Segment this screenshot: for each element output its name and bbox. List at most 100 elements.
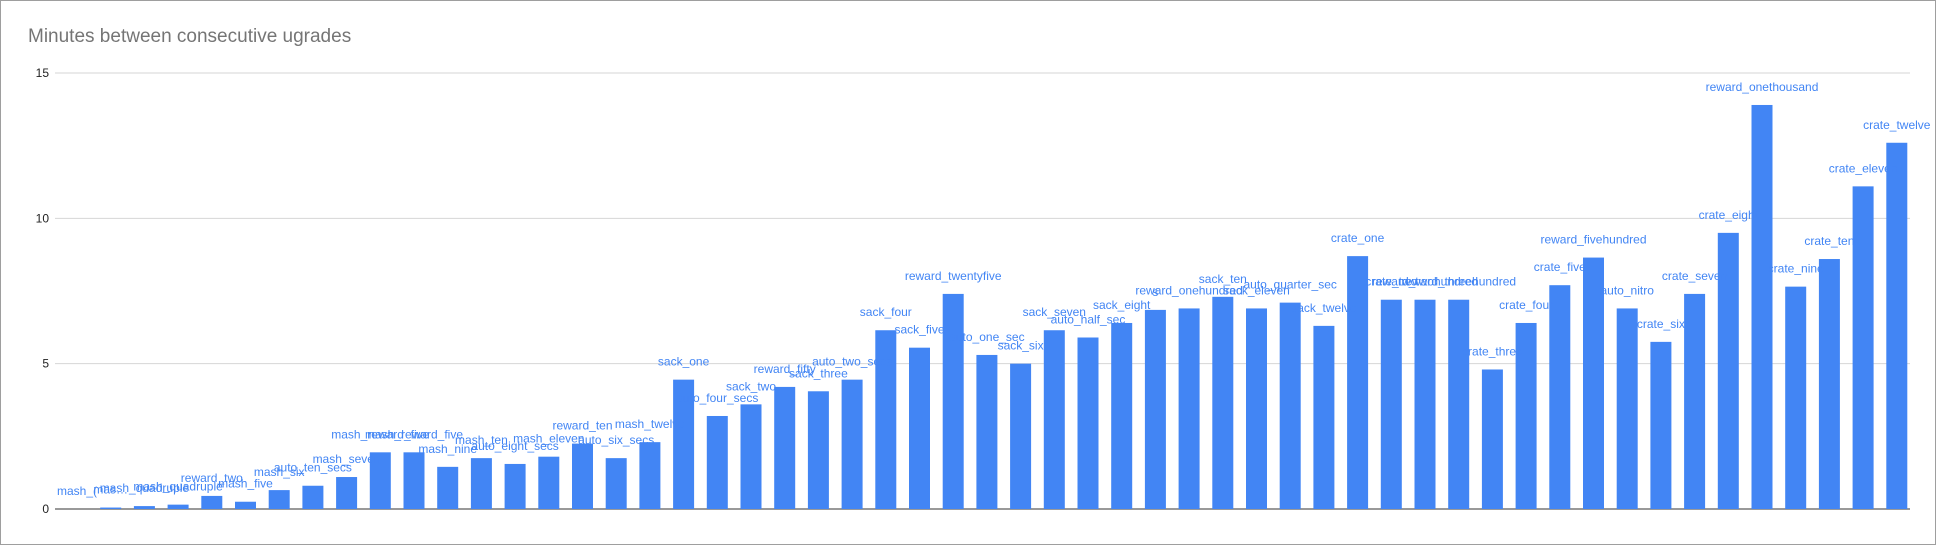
bar bbox=[909, 347, 930, 509]
bar bbox=[1178, 308, 1200, 509]
bar bbox=[976, 354, 998, 509]
data-label: mash_ten bbox=[455, 433, 508, 447]
data-label: sack_six bbox=[998, 339, 1044, 353]
data-label: mash_nine bbox=[418, 442, 477, 456]
bar bbox=[1043, 330, 1065, 509]
data-label: sack_two bbox=[726, 379, 776, 393]
bar bbox=[706, 415, 728, 509]
bar bbox=[1212, 296, 1234, 509]
data-label: mash_eleven bbox=[513, 432, 584, 446]
data-label: mash_reward_five bbox=[365, 427, 463, 441]
data-label: sack_twelve bbox=[1291, 301, 1357, 315]
bar bbox=[470, 458, 492, 509]
data-label: reward_two bbox=[181, 471, 243, 485]
data-label: auto_one_sec bbox=[949, 330, 1024, 344]
chart-title: Minutes between consecutive ugrades bbox=[28, 26, 352, 47]
bar bbox=[1481, 369, 1503, 509]
data-label: crate_two bbox=[1365, 275, 1417, 289]
bar bbox=[605, 458, 627, 509]
data-label: crate_eight bbox=[1699, 208, 1759, 222]
bar bbox=[1583, 257, 1604, 509]
data-label: sack_four bbox=[860, 305, 912, 319]
data-label: reward_twentyfive bbox=[905, 269, 1002, 283]
bar bbox=[201, 495, 223, 509]
data-label: auto_two_secs bbox=[812, 355, 892, 369]
bar bbox=[875, 330, 897, 509]
y-tick-label: 10 bbox=[36, 211, 50, 225]
bar bbox=[538, 456, 560, 509]
data-label: auto_four_secs bbox=[676, 391, 758, 405]
data-label: crate_three bbox=[1462, 344, 1523, 358]
data-label: sack_eight bbox=[1093, 298, 1151, 312]
data-label: crate_four bbox=[1499, 298, 1553, 312]
data-label: reward_ten bbox=[552, 419, 612, 433]
bar bbox=[1751, 104, 1773, 510]
bar bbox=[774, 386, 796, 509]
bar bbox=[1717, 232, 1739, 509]
data-label: auto_nitro bbox=[1601, 283, 1655, 297]
bar bbox=[1144, 309, 1166, 509]
bar bbox=[504, 463, 526, 509]
bar bbox=[268, 490, 290, 509]
data-label: sack_eleven bbox=[1223, 283, 1290, 297]
bar bbox=[1279, 302, 1301, 509]
bar bbox=[235, 501, 256, 509]
bar bbox=[403, 452, 425, 509]
bar bbox=[942, 293, 964, 509]
bar bbox=[1077, 337, 1099, 509]
data-label: reward_twohundred bbox=[1372, 275, 1478, 289]
bar bbox=[369, 452, 391, 509]
data-label: sack_seven bbox=[1023, 305, 1086, 319]
data-label: sack_five bbox=[894, 323, 944, 337]
bar bbox=[1818, 259, 1840, 509]
bar bbox=[302, 485, 324, 509]
y-tick-label: 5 bbox=[42, 357, 49, 371]
data-label: mash_twelve bbox=[615, 417, 685, 431]
data-label: reward_onehundred bbox=[1135, 283, 1242, 297]
bar bbox=[841, 379, 863, 509]
bar bbox=[1380, 299, 1402, 509]
bar bbox=[807, 391, 829, 509]
data-label: auto_ten_secs bbox=[274, 461, 352, 475]
bar bbox=[167, 504, 189, 509]
bar bbox=[1313, 325, 1335, 509]
data-label: crate_ten bbox=[1804, 234, 1854, 248]
bar bbox=[133, 506, 155, 509]
data-label: auto_eight_secs bbox=[471, 439, 558, 453]
data-label: crate_twelve bbox=[1863, 118, 1931, 132]
data-label: reward_threehundred bbox=[1401, 275, 1516, 289]
bar bbox=[1785, 286, 1807, 509]
y-tick-label: 0 bbox=[42, 502, 49, 516]
bar bbox=[1448, 299, 1470, 509]
bar bbox=[1684, 293, 1706, 509]
data-label: crate_five bbox=[1534, 260, 1586, 274]
data-label: mash_reward_five bbox=[331, 427, 429, 441]
data-label: reward_fifty bbox=[754, 362, 816, 376]
bar bbox=[336, 477, 358, 509]
data-label: crate_six bbox=[1637, 317, 1685, 331]
data-label: crate_one bbox=[1331, 231, 1385, 245]
bar bbox=[1852, 186, 1874, 510]
data-label: auto_half_sec bbox=[1051, 313, 1126, 327]
bar bbox=[1414, 299, 1436, 509]
bar bbox=[673, 379, 695, 509]
bar bbox=[1246, 308, 1267, 509]
data-label: mash_six bbox=[254, 465, 305, 479]
bar bbox=[1515, 322, 1537, 509]
bar bbox=[100, 507, 122, 509]
data-label: reward_fivehundred bbox=[1540, 233, 1646, 247]
bar bbox=[1886, 142, 1908, 509]
data-label: auto_six_secs bbox=[578, 433, 654, 447]
bar bbox=[1347, 256, 1369, 509]
bar bbox=[1549, 285, 1571, 509]
data-label: mas… bbox=[93, 483, 128, 497]
data-label: crate_nine bbox=[1768, 262, 1824, 276]
bar bbox=[572, 443, 593, 509]
data-label: sack_one bbox=[658, 355, 710, 369]
data-label: crate_eleven bbox=[1829, 161, 1898, 175]
bar bbox=[639, 442, 661, 509]
data-label: sack_three bbox=[789, 366, 848, 380]
data-label: mash_quadruple bbox=[100, 481, 190, 495]
